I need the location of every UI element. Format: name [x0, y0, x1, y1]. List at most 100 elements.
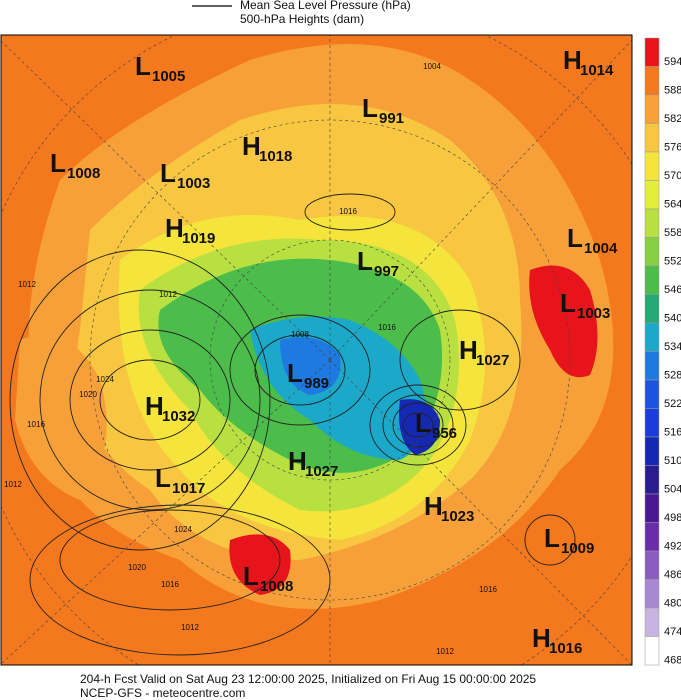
colorbar-label: 564: [664, 199, 681, 211]
center-type: L: [135, 51, 151, 81]
colorbar-label: 540: [664, 313, 681, 325]
colorbar-swatch: [644, 351, 660, 381]
legend-text: Mean Sea Level Pressure (hPa): [240, 0, 411, 12]
colorbar-label: 522: [664, 398, 681, 410]
colorbar-label: 492: [664, 541, 681, 553]
contour-label: 1016: [27, 420, 45, 429]
colorbar-label: 504: [664, 484, 681, 496]
center-type: H: [532, 623, 551, 653]
colorbar-label: 588: [664, 85, 681, 97]
center-pressure: 1018: [259, 148, 292, 165]
center-type: H: [424, 491, 443, 521]
colorbar-swatch: [644, 465, 660, 495]
colorbar-swatch: [644, 180, 660, 210]
contour-label: 1016: [479, 585, 497, 594]
center-pressure: 1008: [260, 578, 293, 595]
colorbar-label: 498: [664, 512, 681, 524]
center-pressure: 1014: [580, 62, 614, 79]
center-type: L: [560, 288, 576, 318]
colorbar-label: 576: [664, 142, 681, 154]
colorbar-swatch: [644, 579, 660, 609]
colorbar-swatch: [644, 37, 660, 67]
colorbar-label: 594: [664, 56, 681, 68]
colorbar-label: 510: [664, 455, 681, 467]
center-type: L: [155, 463, 171, 493]
band-594: [229, 534, 291, 595]
colorbar-swatch: [644, 208, 660, 238]
center-pressure: 991: [379, 110, 404, 127]
center-pressure: 1023: [441, 508, 474, 525]
colorbar-label: 534: [664, 341, 681, 353]
center-pressure: 1027: [476, 352, 509, 369]
center-pressure: 989: [304, 375, 329, 392]
band-582: [15, 335, 107, 500]
colorbar-swatch: [644, 94, 660, 124]
contour-label: 1020: [79, 390, 97, 399]
colorbar-label: 570: [664, 170, 681, 182]
contour-label: 1008: [291, 330, 309, 339]
contour-label: 1016: [378, 323, 396, 332]
colorbar-swatch: [644, 123, 660, 153]
contour-label: 1016: [161, 580, 179, 589]
center-pressure: 1032: [162, 408, 195, 425]
center-pressure: 1017: [172, 480, 205, 497]
colorbar-label: 582: [664, 113, 681, 125]
colorbar-label: 474: [664, 626, 681, 638]
center-pressure: 1019: [182, 230, 215, 247]
band-528: [280, 337, 341, 395]
center-type: H: [563, 45, 582, 75]
colorbar-label: 486: [664, 569, 681, 581]
colorbar-label: 558: [664, 227, 681, 239]
center-pressure: 1009: [561, 540, 594, 557]
contour-label: 1024: [174, 525, 192, 534]
band-510: [399, 399, 440, 455]
colorbar-label: 552: [664, 256, 681, 268]
colorbar-label: 528: [664, 370, 681, 382]
center-type: H: [242, 131, 261, 161]
center-type: L: [50, 148, 66, 178]
center-type: L: [415, 408, 431, 438]
contour-label: 1024: [96, 375, 114, 384]
map-frame: [0, 34, 633, 666]
center-pressure: 1008: [67, 165, 100, 182]
colorbar-swatch: [644, 265, 660, 295]
colorbar-swatch: [644, 322, 660, 352]
contour-label: 1012: [4, 480, 22, 489]
colorbar-label: 480: [664, 598, 681, 610]
center-pressure: 1003: [577, 305, 610, 322]
center-pressure: 1004: [584, 240, 618, 257]
colorbar-swatch: [644, 294, 660, 324]
colorbar-swatch: [644, 151, 660, 181]
center-type: H: [459, 335, 478, 365]
colorbar-swatch: [644, 522, 660, 552]
colorbar-label: 516: [664, 427, 681, 439]
center-pressure: 1027: [305, 463, 338, 480]
center-type: L: [357, 246, 373, 276]
colorbar-swatch: [644, 66, 660, 96]
center-type: H: [165, 213, 184, 243]
contour-label: 1012: [181, 623, 199, 632]
center-type: L: [362, 93, 378, 123]
center-type: L: [567, 223, 583, 253]
colorbar-swatch: [644, 237, 660, 267]
footer-text: 204-h Fcst Valid on Sat Aug 23 12:00:00 …: [80, 672, 536, 686]
center-type: L: [544, 523, 560, 553]
center-pressure: 1005: [152, 68, 185, 85]
colorbar-swatch: [644, 550, 660, 580]
footer-text: NCEP-GFS - meteocentre.com: [80, 686, 245, 700]
legend-text: 500-hPa Heights (dam): [240, 12, 364, 26]
contour-label: 1012: [18, 280, 36, 289]
contour-label: 1012: [436, 647, 454, 656]
colorbar-swatch: [644, 636, 660, 666]
center-pressure: 956: [432, 425, 457, 442]
colorbar-swatch: [644, 379, 660, 409]
band-594: [529, 265, 598, 378]
colorbar-swatch: [644, 408, 660, 438]
contour-label: 1020: [128, 563, 146, 572]
center-type: H: [145, 391, 164, 421]
center-pressure: 1016: [549, 640, 582, 657]
colorbar-swatch: [644, 436, 660, 466]
